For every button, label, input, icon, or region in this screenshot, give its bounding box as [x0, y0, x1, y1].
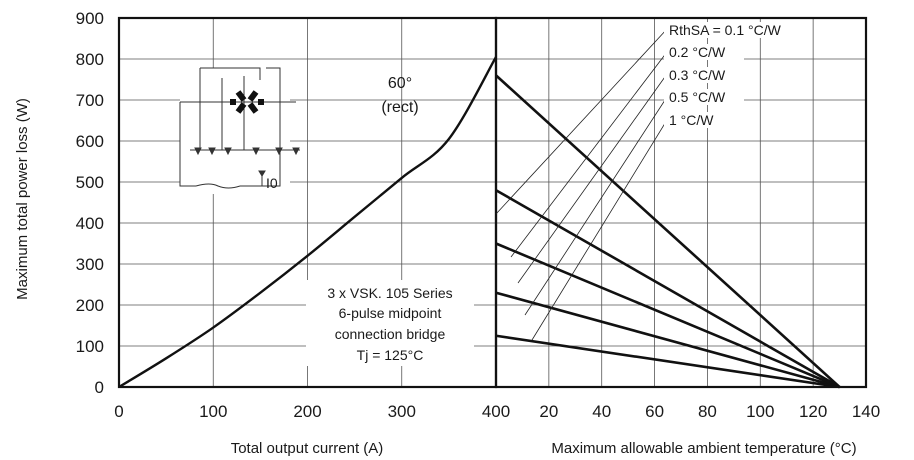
- tick-labels: 0 100 200 300 400 500 600 700 800 900 0 100 200 300 40…: [76, 9, 881, 421]
- y-tick-label: 800: [76, 50, 104, 69]
- x-tick-label-right: 140: [852, 402, 880, 421]
- leader-line-1: [510, 51, 668, 258]
- leader-line-2: [517, 73, 668, 284]
- x-axis-title-left: Total output current (A): [231, 440, 384, 457]
- x-tick-label-right: 120: [799, 402, 827, 421]
- plot-frames: [117, 16, 868, 389]
- device-annotation-box: [306, 280, 474, 366]
- series-line-60deg-rect: [118, 56, 498, 389]
- circuit-schematic: [179, 67, 300, 194]
- x-tick-label-right: 80: [698, 402, 717, 421]
- y-tick-label: 400: [76, 214, 104, 233]
- rth-label-4: 1 °C/W: [669, 112, 714, 128]
- right-plot-frame: [494, 16, 868, 389]
- x-tick-label-left: 300: [388, 402, 416, 421]
- x-tick-label-left: 0: [114, 402, 123, 421]
- series-line-rth-4: [495, 334, 840, 389]
- device-line-3: connection bridge: [335, 326, 446, 342]
- curve-label-line1: 60°: [388, 75, 412, 92]
- y-tick-label: 600: [76, 132, 104, 151]
- curve-label-line2: (rect): [381, 99, 418, 116]
- x-tick-label-right: 60: [645, 402, 664, 421]
- x-tick-label-right: 20: [539, 402, 558, 421]
- series-line-rth-0: [495, 74, 841, 388]
- x-axis-title-right: Maximum allowable ambient temperature (°…: [551, 440, 856, 457]
- x-tick-label-left: 100: [199, 402, 227, 421]
- leader-line-4: [531, 119, 668, 341]
- device-line-2: 6-pulse midpoint: [339, 305, 442, 321]
- series-line-rth-3: [495, 291, 840, 389]
- leader-line-3: [524, 96, 668, 316]
- y-tick-label: 900: [76, 9, 104, 28]
- rth-label-2: 0.3 °C/W: [669, 67, 726, 83]
- y-tick-label: 700: [76, 91, 104, 110]
- leader-line-0: [495, 28, 668, 215]
- rth-label-1: 0.2 °C/W: [669, 44, 726, 60]
- device-line-1: 3 x VSK. 105 Series: [327, 285, 452, 301]
- y-tick-label: 300: [76, 255, 104, 274]
- rth-label-3: 0.5 °C/W: [669, 89, 726, 105]
- y-tick-label: 200: [76, 296, 104, 315]
- series-line-rth-2: [495, 242, 841, 389]
- series-line-rth-1: [495, 189, 841, 389]
- x-tick-label-right: 40: [592, 402, 611, 421]
- y-tick-label: 500: [76, 173, 104, 192]
- device-line-4: Tj = 125°C: [357, 347, 424, 363]
- x-tick-label-left: 400: [482, 402, 510, 421]
- y-axis-title: Maximum total power loss (W): [14, 98, 31, 300]
- circuit-current-label: I0: [266, 175, 278, 191]
- rth-label-0: RthSA = 0.1 °C/W: [669, 22, 782, 38]
- y-tick-label: 0: [95, 378, 104, 397]
- x-tick-label-right: 100: [746, 402, 774, 421]
- rth-leader-lines: [495, 28, 668, 341]
- y-tick-label: 100: [76, 337, 104, 356]
- series-lines: [118, 56, 841, 389]
- rth-labels: RthSA = 0.1 °C/W 0.2 °C/W 0.3 °C/W 0.5 °…: [664, 22, 812, 128]
- x-tick-label-left: 200: [293, 402, 321, 421]
